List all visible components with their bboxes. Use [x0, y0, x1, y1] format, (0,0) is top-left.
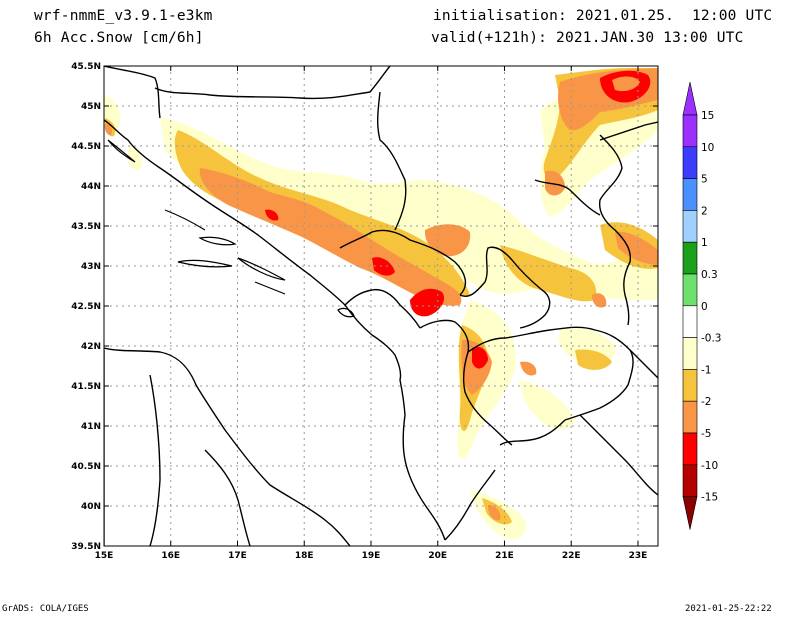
colorbar-label: -0.3 [701, 333, 722, 345]
footer-credit: GrADS: COLA/IGES [2, 604, 89, 614]
longitude-tick-label: 20E [428, 551, 447, 561]
colorbar-label: -1 [701, 364, 711, 376]
colorbar-label: -15 [701, 492, 718, 504]
colorbar-segment [682, 146, 698, 179]
longitude-tick-label: 22E [562, 551, 581, 561]
field-name: 6h Acc.Snow [cm/6h] [34, 30, 204, 46]
colorbar-label: 5 [701, 174, 708, 186]
latitude-tick-label: 41.5N [71, 382, 101, 392]
colorbar-label: 1 [701, 237, 708, 249]
latitude-tick-label: 39.5N [71, 542, 101, 552]
latitude-tick-label: 43.5N [71, 222, 101, 232]
colorbar-label: -5 [701, 428, 711, 440]
colorbar-label: 2 [701, 205, 708, 217]
initialisation-time: initialisation: 2021.01.25. 12:00 UTC [433, 8, 773, 24]
latitude-labels: 45.5N 45N 44.5N 44N 43.5N 43N 42.5N 42N 41.5N 41N… [71, 62, 101, 552]
colorbar-segment [682, 273, 698, 307]
longitude-tick-label: 15E [95, 551, 114, 561]
colorbar-segment [682, 305, 698, 338]
longitude-tick-label: 16E [161, 551, 180, 561]
latitude-tick-label: 42.5N [71, 302, 101, 312]
longitude-labels: 15E 16E 17E 18E 19E 20E 21E 22E 23E [95, 551, 648, 561]
latitude-tick-label: 44.5N [71, 142, 101, 152]
islands [107, 139, 355, 318]
footer-timestamp: 2021-01-25-22:22 [685, 604, 772, 614]
longitude-tick-label: 19E [362, 551, 381, 561]
model-name: wrf-nmmE_v3.9.1-e3km [34, 8, 213, 24]
colorbar-bottom-arrow [682, 496, 698, 530]
latitude-tick-label: 43N [81, 262, 101, 272]
latitude-tick-label: 40N [81, 502, 101, 512]
colorbar-segment [682, 210, 698, 243]
longitude-tick-label: 18E [295, 551, 314, 561]
latitude-tick-label: 41N [81, 422, 101, 432]
colorbar-segment [682, 400, 698, 434]
graticule [104, 66, 658, 546]
colorbar-label: 15 [701, 110, 714, 122]
longitude-tick-label: 17E [228, 551, 247, 561]
colorbar-segment [682, 114, 698, 148]
tick-marks [103, 65, 658, 547]
colorbar-segment [682, 178, 698, 211]
colorbar-label: 0 [701, 301, 708, 313]
colorbar: 15 10 5 2 1 0.3 0 -0.3 -1 -2 -5 -10 -15 [682, 81, 722, 530]
colorbar-segment [682, 464, 698, 497]
colorbar-label: -2 [701, 396, 711, 408]
colorbar-label: -10 [701, 460, 718, 472]
colorbar-segment [682, 337, 698, 370]
latitude-tick-label: 40.5N [71, 462, 101, 472]
latitude-tick-label: 45N [81, 102, 101, 112]
colorbar-label: 0.3 [701, 269, 718, 281]
longitude-tick-label: 21E [495, 551, 514, 561]
snow-moderate [104, 68, 658, 525]
colorbar-label: 10 [701, 142, 714, 154]
colorbar-segment [682, 369, 698, 402]
latitude-tick-label: 45.5N [71, 62, 101, 72]
longitude-tick-label: 23E [629, 551, 648, 561]
latitude-tick-label: 44N [81, 182, 101, 192]
colorbar-segment [682, 241, 698, 275]
latitude-tick-label: 42N [81, 342, 101, 352]
colorbar-segment [682, 432, 698, 466]
snow-field [104, 68, 658, 540]
coastlines-borders [104, 66, 658, 546]
snow-heavy [104, 68, 658, 521]
colorbar-top-arrow [682, 81, 698, 116]
valid-time: valid(+121h): 2021.JAN.30 13:00 UTC [431, 30, 744, 46]
